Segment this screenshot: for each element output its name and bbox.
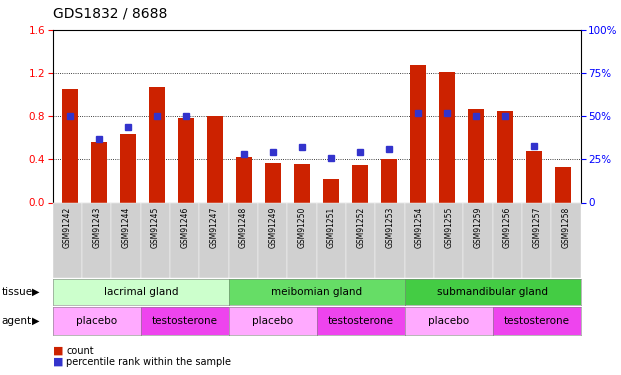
Text: meibomian gland: meibomian gland <box>271 287 362 297</box>
Text: GSM91259: GSM91259 <box>473 206 483 248</box>
Text: GSM91256: GSM91256 <box>503 206 512 248</box>
Text: percentile rank within the sample: percentile rank within the sample <box>66 357 232 367</box>
Text: placebo: placebo <box>252 316 293 326</box>
Bar <box>207 116 223 202</box>
Text: GSM91244: GSM91244 <box>122 206 130 248</box>
Bar <box>324 179 339 203</box>
Text: GSM91246: GSM91246 <box>180 206 189 248</box>
Bar <box>468 109 484 202</box>
Text: GDS1832 / 8688: GDS1832 / 8688 <box>53 7 167 21</box>
Text: GSM91255: GSM91255 <box>444 206 453 248</box>
Bar <box>265 163 281 202</box>
Text: GSM91253: GSM91253 <box>386 206 394 248</box>
Text: testosterone: testosterone <box>152 316 218 326</box>
Bar <box>120 134 136 202</box>
Text: testosterone: testosterone <box>504 316 569 326</box>
Text: agent: agent <box>1 316 32 326</box>
Bar <box>149 87 165 202</box>
Text: GSM91251: GSM91251 <box>327 206 336 248</box>
Bar <box>178 118 194 202</box>
Text: placebo: placebo <box>76 316 117 326</box>
Text: GSM91249: GSM91249 <box>268 206 277 248</box>
Text: count: count <box>66 345 94 355</box>
Bar <box>352 165 368 202</box>
Text: ■: ■ <box>53 345 63 355</box>
Bar <box>236 157 252 203</box>
Text: placebo: placebo <box>428 316 469 326</box>
Text: GSM91257: GSM91257 <box>532 206 541 248</box>
Bar <box>294 164 310 202</box>
Bar <box>91 142 107 202</box>
Text: GSM91248: GSM91248 <box>239 206 248 248</box>
Text: lacrimal gland: lacrimal gland <box>104 287 178 297</box>
Text: testosterone: testosterone <box>328 316 394 326</box>
Bar <box>381 159 397 202</box>
Text: GSM91243: GSM91243 <box>93 206 101 248</box>
Text: ■: ■ <box>53 357 63 367</box>
Text: GSM91250: GSM91250 <box>297 206 307 248</box>
Text: ▶: ▶ <box>32 287 40 297</box>
Text: GSM91247: GSM91247 <box>209 206 219 248</box>
Text: GSM91245: GSM91245 <box>151 206 160 248</box>
Text: GSM91242: GSM91242 <box>63 206 72 248</box>
Text: GSM91252: GSM91252 <box>356 206 365 248</box>
Text: submandibular gland: submandibular gland <box>437 287 548 297</box>
Text: ▶: ▶ <box>32 316 40 326</box>
Bar <box>526 151 542 202</box>
Bar <box>555 167 571 202</box>
Text: tissue: tissue <box>1 287 32 297</box>
Bar <box>497 111 513 202</box>
Text: GSM91258: GSM91258 <box>561 206 571 248</box>
Bar <box>439 72 455 202</box>
Bar <box>410 64 426 203</box>
Text: GSM91254: GSM91254 <box>415 206 424 248</box>
Bar <box>62 89 78 202</box>
